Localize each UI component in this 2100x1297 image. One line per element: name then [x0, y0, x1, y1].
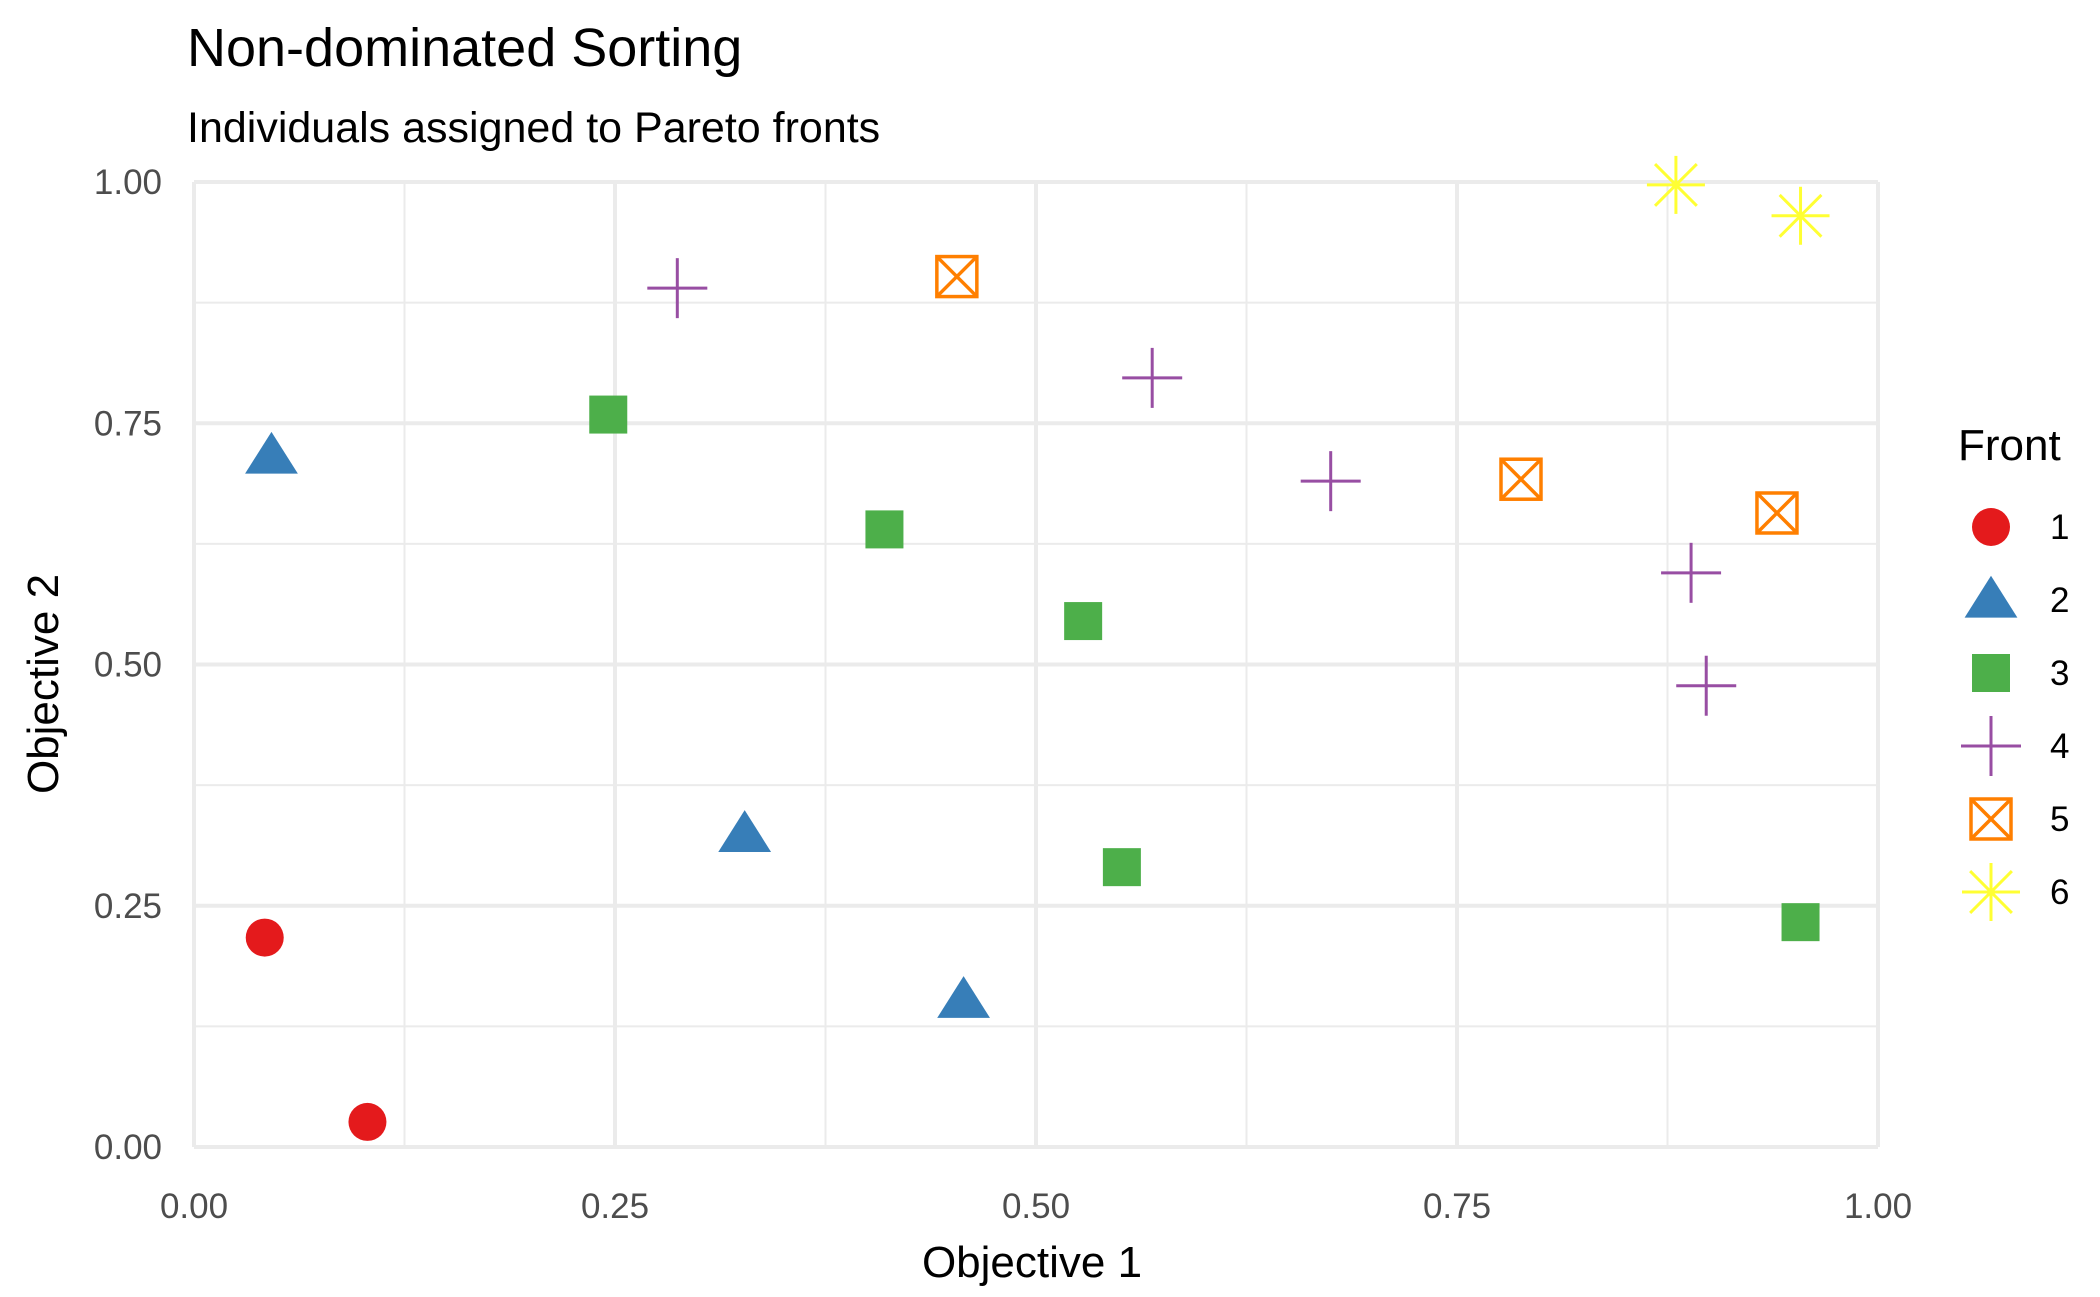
legend-label-2: 2 [2050, 581, 2069, 620]
point-front-2 [937, 976, 990, 1018]
points-layer [245, 155, 1830, 1141]
y-tick-label: 1.00 [94, 163, 162, 202]
y-tick-label: 0.25 [94, 887, 162, 926]
point-front-4 [1300, 451, 1361, 512]
legend: Front 1 2 3 4 5 6 [1958, 421, 2069, 921]
x-tick-label: 0.25 [581, 1187, 649, 1226]
legend-key-2 [1964, 575, 2018, 618]
point-front-5-d2 [1499, 457, 1543, 501]
x-tick-label: 1.00 [1844, 1187, 1912, 1226]
legend-label-4: 4 [2050, 727, 2069, 766]
point-front-1 [348, 1102, 387, 1141]
legend-key-5-box [1969, 797, 2013, 841]
point-front-5 [1755, 491, 1799, 535]
point-front-3-shape [1781, 903, 1820, 942]
point-front-5-box [1499, 457, 1543, 501]
point-front-1 [245, 918, 284, 957]
chart-subtitle: Individuals assigned to Pareto fronts [187, 104, 880, 152]
y-tick-label: 0.00 [94, 1128, 162, 1167]
point-front-5 [935, 254, 979, 299]
point-front-5-d2 [1755, 491, 1799, 535]
legend-key-4 [1961, 716, 2021, 776]
point-front-1-shape [348, 1102, 387, 1141]
point-front-4 [647, 258, 708, 319]
legend-label-1: 1 [2050, 508, 2069, 547]
point-front-2-shape [937, 976, 990, 1018]
point-front-5-d2 [935, 255, 979, 298]
point-front-2 [718, 810, 772, 852]
legend-label-6: 6 [2050, 873, 2069, 912]
legend-key-3-shape [1972, 654, 2010, 692]
point-front-4 [1676, 655, 1737, 716]
legend-key-6-d2 [1969, 870, 2013, 914]
grid-layer [192, 180, 1880, 1149]
point-front-2-shape [245, 431, 298, 474]
y-axis-title: Objective 2 [19, 574, 68, 794]
point-front-3-shape [1064, 602, 1103, 641]
legend-label-5: 5 [2050, 800, 2069, 839]
point-front-1-shape [245, 918, 284, 957]
point-front-2 [245, 431, 298, 474]
point-front-6-d2 [1653, 162, 1698, 207]
point-front-3 [1781, 903, 1820, 942]
point-front-4 [1661, 542, 1722, 603]
legend-key-2-shape [1964, 575, 2018, 618]
point-front-3 [589, 395, 628, 434]
point-front-5 [1499, 457, 1543, 501]
legend-key-5-d2 [1969, 797, 2013, 841]
legend-key-5 [1969, 797, 2013, 841]
point-front-2-shape [718, 810, 772, 852]
point-front-3-shape [589, 395, 628, 434]
legend-key-1 [1972, 508, 2010, 546]
y-tick-label: 0.75 [94, 404, 162, 443]
point-front-3-shape [1102, 848, 1141, 887]
x-tick-label: 0.00 [160, 1187, 228, 1226]
legend-key-3 [1972, 654, 2010, 692]
y-tick-label: 0.50 [94, 646, 162, 685]
legend-key-6 [1962, 863, 2020, 921]
axis-layer: 0.00 0.25 0.50 0.75 1.00 0.00 0.25 0.50 0.75 1.00 [94, 163, 1912, 1226]
point-front-4 [1122, 347, 1183, 408]
point-front-5-box [1755, 491, 1799, 535]
point-front-3-shape [865, 510, 904, 549]
point-front-3 [1102, 848, 1141, 887]
legend-key-1-shape [1972, 508, 2010, 546]
chart-title: Non-dominated Sorting [187, 18, 742, 78]
legend-title: Front [1958, 421, 2061, 470]
legend-label-3: 3 [2050, 654, 2069, 693]
point-front-3 [865, 510, 904, 549]
x-tick-label: 0.50 [1002, 1187, 1070, 1226]
point-front-5-box [935, 254, 979, 299]
point-front-3 [1064, 602, 1103, 641]
x-tick-label: 0.75 [1423, 1187, 1491, 1226]
point-front-6 [1646, 155, 1705, 214]
point-front-6-d2 [1778, 193, 1823, 238]
x-axis-title: Objective 1 [922, 1238, 1142, 1287]
point-front-6 [1771, 186, 1830, 245]
